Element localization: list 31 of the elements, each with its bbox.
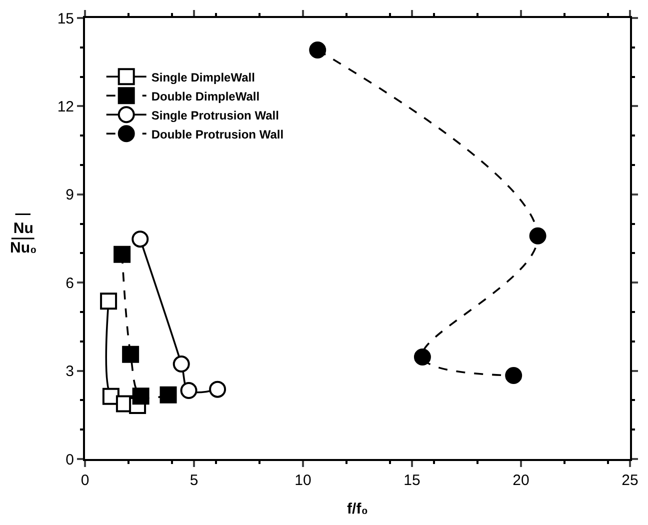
x-tick-label: 10 [294,472,312,489]
legend-label: Single DimpleWall [151,70,255,84]
y-tick-label: 15 [57,10,74,28]
x-axis-title: f/f₀ [347,500,368,518]
point [122,346,140,363]
x-tick-label: 5 [190,472,198,489]
x-tick-label: 15 [404,472,420,489]
y-axis-title: Nu Nu₀ [10,220,37,256]
x-tick-label: 0 [80,472,90,489]
y-tick-label: 3 [66,363,74,380]
y-tick-label: 9 [66,186,74,204]
point [414,348,431,366]
x-tick-label: 20 [512,472,530,489]
point [309,42,326,59]
point [180,382,198,399]
point [100,292,118,310]
point [132,388,150,405]
legend-label: Single Protrusion Wall [151,108,279,122]
point [132,230,149,248]
legend-label: Double DimpleWall [151,89,260,104]
point [505,367,522,384]
point [209,380,226,398]
x-tick-label: 25 [622,472,638,489]
point [172,356,190,373]
point [529,227,546,244]
legend-label: Double Protrusion Wall [151,127,284,142]
y-tick-label: 12 [57,98,74,116]
y-tick-label: 0 [66,451,74,468]
point [160,386,177,404]
point [114,246,131,263]
y-tick-label: 6 [66,274,74,292]
